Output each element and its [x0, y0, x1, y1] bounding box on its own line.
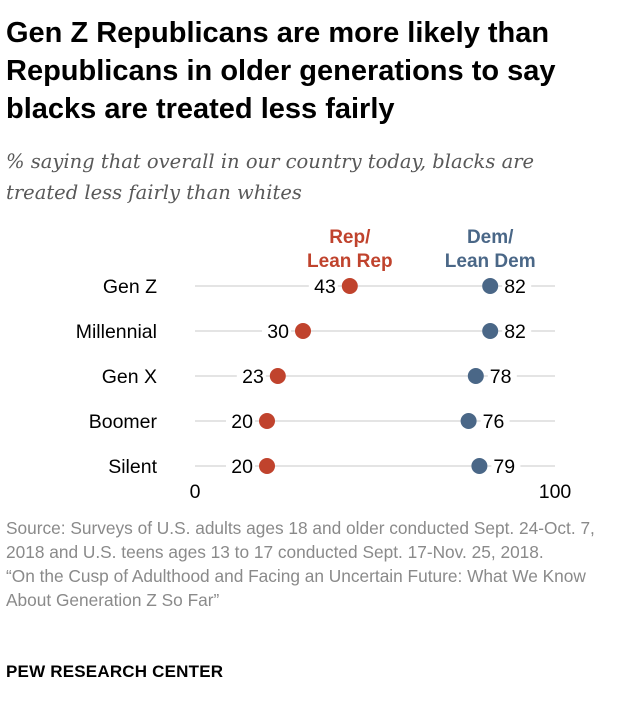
label-backing [502, 274, 532, 298]
source-note: Source: Surveys of U.S. adults ages 18 a… [6, 516, 612, 612]
dot-dem [482, 323, 499, 339]
dot-dem [471, 458, 488, 474]
dot-rep [259, 458, 275, 474]
data-label-dem: 82 [504, 321, 526, 343]
legend-label-rep: Rep/ [329, 227, 371, 248]
label-backing [502, 319, 532, 343]
pew-logo-text: PEW RESEARCH CENTER [6, 662, 224, 681]
data-label-dem: 82 [504, 276, 526, 298]
category-label: Millennial [76, 321, 157, 343]
data-label-rep: 30 [267, 321, 289, 343]
chart-subtitle: % saying that overall in our country tod… [6, 150, 535, 204]
data-label-rep: 43 [314, 276, 336, 298]
legend-label-rep: Lean Rep [307, 251, 393, 272]
label-backing [491, 454, 521, 478]
data-label-dem: 79 [493, 456, 515, 478]
source-text: Source: Surveys of U.S. adults ages 18 a… [6, 518, 595, 562]
dot-rep [269, 368, 286, 384]
label-backing [487, 364, 517, 388]
data-label-rep: 23 [242, 366, 264, 388]
x-tick-label: 0 [190, 481, 201, 503]
legend-label-dem: Dem/ [467, 227, 514, 248]
data-label-rep: 20 [231, 456, 253, 478]
label-backing [262, 319, 291, 343]
dot-plot: Rep/Lean Rep Dem/Lean Dem Gen Z 43 82 Millenn… [76, 227, 572, 503]
label-backing [226, 454, 255, 478]
category-label: Gen Z [103, 276, 157, 298]
label-backing [308, 274, 338, 298]
dot-rep [295, 323, 311, 339]
legend-label-dem: Lean Dem [445, 251, 536, 272]
data-label-rep: 20 [231, 411, 253, 433]
report-title: “On the Cusp of Adulthood and Facing an … [6, 566, 586, 610]
x-tick-label: 100 [539, 481, 572, 503]
data-label-dem: 76 [483, 411, 505, 433]
dot-rep [341, 278, 358, 294]
dot-dem [460, 413, 477, 429]
category-label: Boomer [89, 411, 158, 433]
data-label-dem: 78 [490, 366, 512, 388]
category-label: Gen X [102, 366, 157, 388]
label-backing [236, 364, 266, 388]
chart-title: Gen Z Republicans are more likely than R… [6, 17, 556, 125]
dot-rep [259, 413, 275, 429]
dot-dem [467, 368, 484, 384]
dot-dem [482, 278, 499, 294]
category-label: Silent [108, 456, 157, 478]
label-backing [480, 409, 510, 433]
label-backing [226, 409, 255, 433]
